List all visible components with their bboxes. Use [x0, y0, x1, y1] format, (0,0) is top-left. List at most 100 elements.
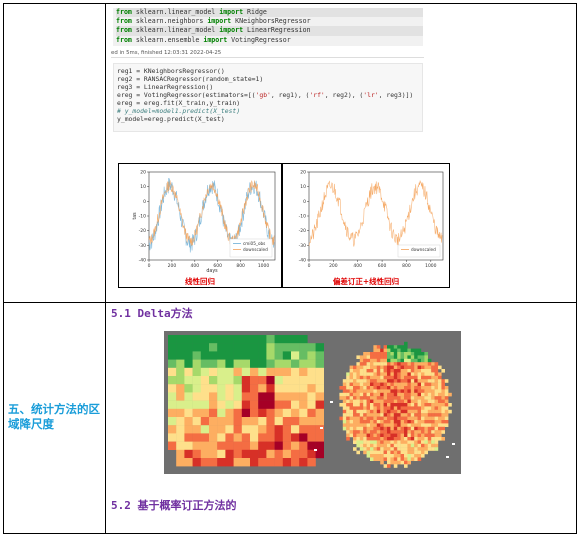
map-terrain-cell [363, 372, 367, 376]
map-terrain-cell [353, 403, 357, 407]
y-tick-label: 20 [300, 170, 306, 176]
map-terrain-cell [414, 454, 418, 458]
map-grid-cell [307, 367, 316, 377]
map-terrain-cell [417, 369, 422, 373]
map-terrain-cell [342, 382, 347, 387]
map-grid-cell [217, 359, 226, 368]
map-terrain-cell [417, 423, 422, 427]
map-terrain-cell [410, 433, 415, 438]
map-terrain-cell [410, 386, 415, 390]
map-terrain-cell [393, 416, 398, 421]
chart-bias-correction-linear-regression: 0 200 400 600 800 1000 20 10 0 -10 -20 -30 -40 downsc… [299, 170, 444, 269]
map-grid-cell [241, 458, 251, 467]
map-terrain-cell [383, 420, 388, 424]
code-line: ereg = ereg.fit(X_train,y_train) [117, 99, 241, 107]
map-terrain-cell [346, 406, 350, 410]
map-terrain-cell [407, 372, 411, 376]
map-terrain-cell [387, 457, 391, 461]
map-terrain-cell [414, 413, 418, 417]
map-terrain-cell [444, 392, 449, 397]
map-terrain-cell [356, 413, 360, 417]
map-terrain-cell [342, 406, 347, 410]
map-terrain-cell [359, 443, 364, 448]
map-grid-cell [307, 392, 316, 401]
map-terrain-cell [397, 426, 401, 431]
map-terrain-cell [417, 416, 422, 421]
map-terrain-cell [359, 426, 364, 431]
map-island [452, 443, 455, 445]
map-terrain-cell [414, 365, 418, 370]
map-terrain-cell [431, 409, 435, 414]
map-grid-cell [192, 392, 201, 401]
map-terrain-cell [359, 355, 364, 359]
map-terrain-cell [383, 413, 388, 417]
map-terrain-cell [397, 396, 401, 400]
map-terrain-cell [359, 423, 364, 427]
map-terrain-cell [427, 403, 432, 407]
map-grid-cell [200, 351, 210, 360]
map-terrain-cell [353, 433, 357, 438]
map-terrain-cell [397, 450, 401, 455]
map-terrain-cell [404, 375, 408, 380]
map-terrain-cell [363, 447, 367, 451]
map-grid-cell [233, 441, 242, 450]
map-terrain-cell [393, 389, 398, 393]
map-terrain-cell [373, 352, 377, 356]
map-terrain-cell [390, 423, 394, 427]
map-terrain-cell [390, 369, 394, 373]
map-terrain-cell [393, 369, 398, 373]
map-terrain-cell [424, 386, 428, 390]
map-grid-cell [307, 425, 316, 434]
map-terrain-cell [373, 372, 377, 376]
map-grid-cell [266, 417, 275, 426]
map-terrain-cell [370, 396, 374, 400]
map-terrain-cell [404, 403, 408, 407]
map-grid-cell [200, 376, 210, 385]
map-grid-cell [241, 425, 251, 434]
map-terrain-cell [390, 352, 394, 356]
map-terrain-cell [410, 372, 415, 376]
map-grid-cell [315, 376, 324, 385]
map-terrain-cell [370, 399, 374, 404]
map-terrain-cell [427, 413, 432, 417]
map-terrain-cell [376, 399, 381, 404]
map-terrain-cell [390, 450, 394, 455]
map-terrain-cell [349, 372, 354, 376]
map-terrain-cell [380, 440, 384, 444]
map-terrain-cell [424, 355, 428, 359]
map-terrain-cell [431, 399, 435, 404]
map-terrain-cell [400, 437, 405, 441]
map-terrain-cell [353, 365, 357, 370]
map-island [446, 456, 449, 458]
map-terrain-cell [387, 392, 391, 397]
map-terrain-cell [363, 420, 367, 424]
map-terrain-cell [424, 365, 428, 370]
map-terrain-cell [400, 379, 405, 383]
map-terrain-cell [370, 437, 374, 441]
map-terrain-cell [346, 399, 350, 404]
map-terrain-cell [400, 426, 405, 431]
map-terrain-cell [383, 440, 388, 444]
map-terrain-cell [441, 413, 445, 417]
map-terrain-cell [387, 386, 391, 390]
map-terrain-cell [397, 392, 401, 397]
map-terrain-cell [356, 423, 360, 427]
map-terrain-cell [356, 399, 360, 404]
map-terrain-cell [370, 413, 374, 417]
map-terrain-cell [387, 460, 391, 465]
map-terrain-cell [444, 413, 449, 417]
map-terrain-cell [363, 386, 367, 390]
map-grid-cell [299, 343, 308, 352]
map-terrain-cell [390, 399, 394, 404]
map-terrain-cell [393, 382, 398, 387]
map-terrain-cell [397, 416, 401, 421]
map-terrain-cell [441, 399, 445, 404]
map-terrain-cell [441, 403, 445, 407]
map-terrain-cell [444, 406, 449, 410]
map-terrain-cell [410, 348, 415, 353]
map-terrain-cell [438, 399, 442, 404]
map-terrain-cell [373, 375, 377, 380]
map-terrain-cell [393, 406, 398, 410]
map-grid-cell [209, 458, 218, 467]
map-terrain-cell [424, 389, 428, 393]
